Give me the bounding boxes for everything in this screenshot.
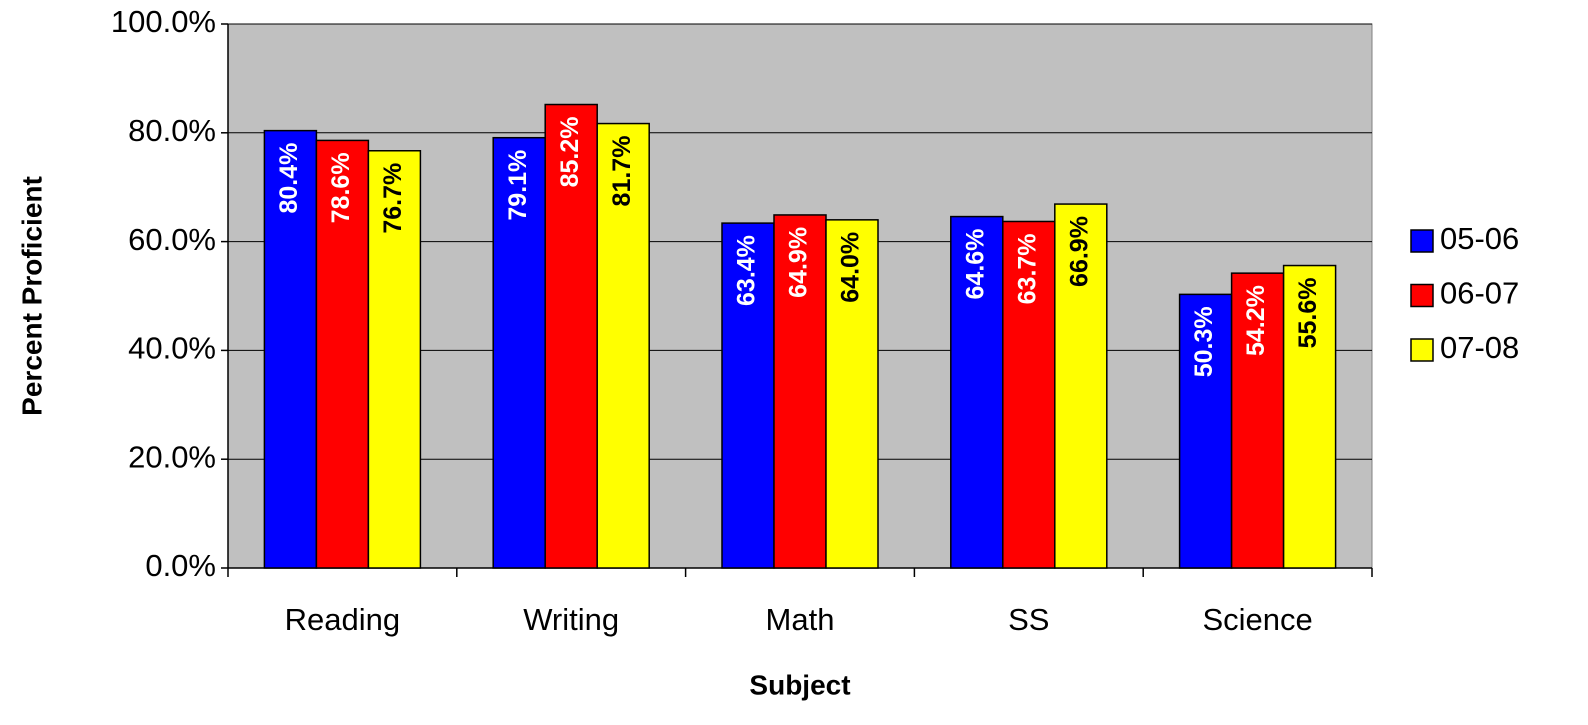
x-tick-label: SS [1008, 602, 1049, 637]
bar [1002, 220, 1056, 569]
y-tick-label: 0.0% [145, 548, 216, 583]
x-axis-title: Subject [749, 669, 850, 700]
data-label: 66.9% [1065, 216, 1093, 287]
data-label: 80.4% [275, 143, 303, 214]
data-label: 64.0% [837, 232, 865, 303]
bar [596, 122, 650, 569]
bar [773, 214, 827, 569]
bar [1282, 264, 1337, 569]
bar [825, 219, 879, 569]
data-label: 76.7% [379, 163, 407, 234]
data-label: 81.7% [608, 136, 636, 207]
data-label: 64.9% [785, 227, 813, 298]
data-label: 64.6% [961, 229, 989, 300]
y-tick-label: 60.0% [128, 222, 216, 257]
data-label: 54.2% [1242, 285, 1270, 356]
y-tick-label: 80.0% [128, 113, 216, 148]
bar [1054, 203, 1108, 569]
x-tick-label: Math [766, 602, 835, 637]
data-label: 78.6% [327, 152, 355, 223]
data-label: 50.3% [1190, 306, 1218, 377]
x-tick-label: Reading [285, 602, 400, 637]
legend-swatch [1410, 338, 1434, 362]
data-label: 63.7% [1013, 233, 1041, 304]
bar [721, 222, 775, 569]
y-tick-label: 20.0% [128, 439, 216, 474]
legend-label: 06-07 [1440, 276, 1519, 311]
data-label: 55.6% [1294, 278, 1322, 349]
data-label: 85.2% [556, 117, 584, 188]
legend-label: 05-06 [1440, 221, 1519, 256]
x-tick-label: Writing [523, 602, 619, 637]
bar [367, 150, 422, 569]
bar [315, 139, 370, 569]
x-tick-label: Science [1202, 602, 1312, 637]
y-tick-label: 100.0% [111, 4, 216, 39]
legend-swatch [1410, 283, 1434, 308]
legend-swatch [1410, 229, 1434, 253]
bar [1178, 293, 1233, 569]
y-tick-label: 40.0% [128, 331, 216, 366]
data-label: 79.1% [504, 150, 532, 221]
y-axis-title: Percent Proficient [16, 176, 47, 416]
data-label: 63.4% [733, 235, 761, 306]
bar [950, 215, 1004, 569]
bar [263, 129, 318, 569]
legend-label: 07-08 [1440, 330, 1519, 365]
bar [544, 103, 598, 569]
